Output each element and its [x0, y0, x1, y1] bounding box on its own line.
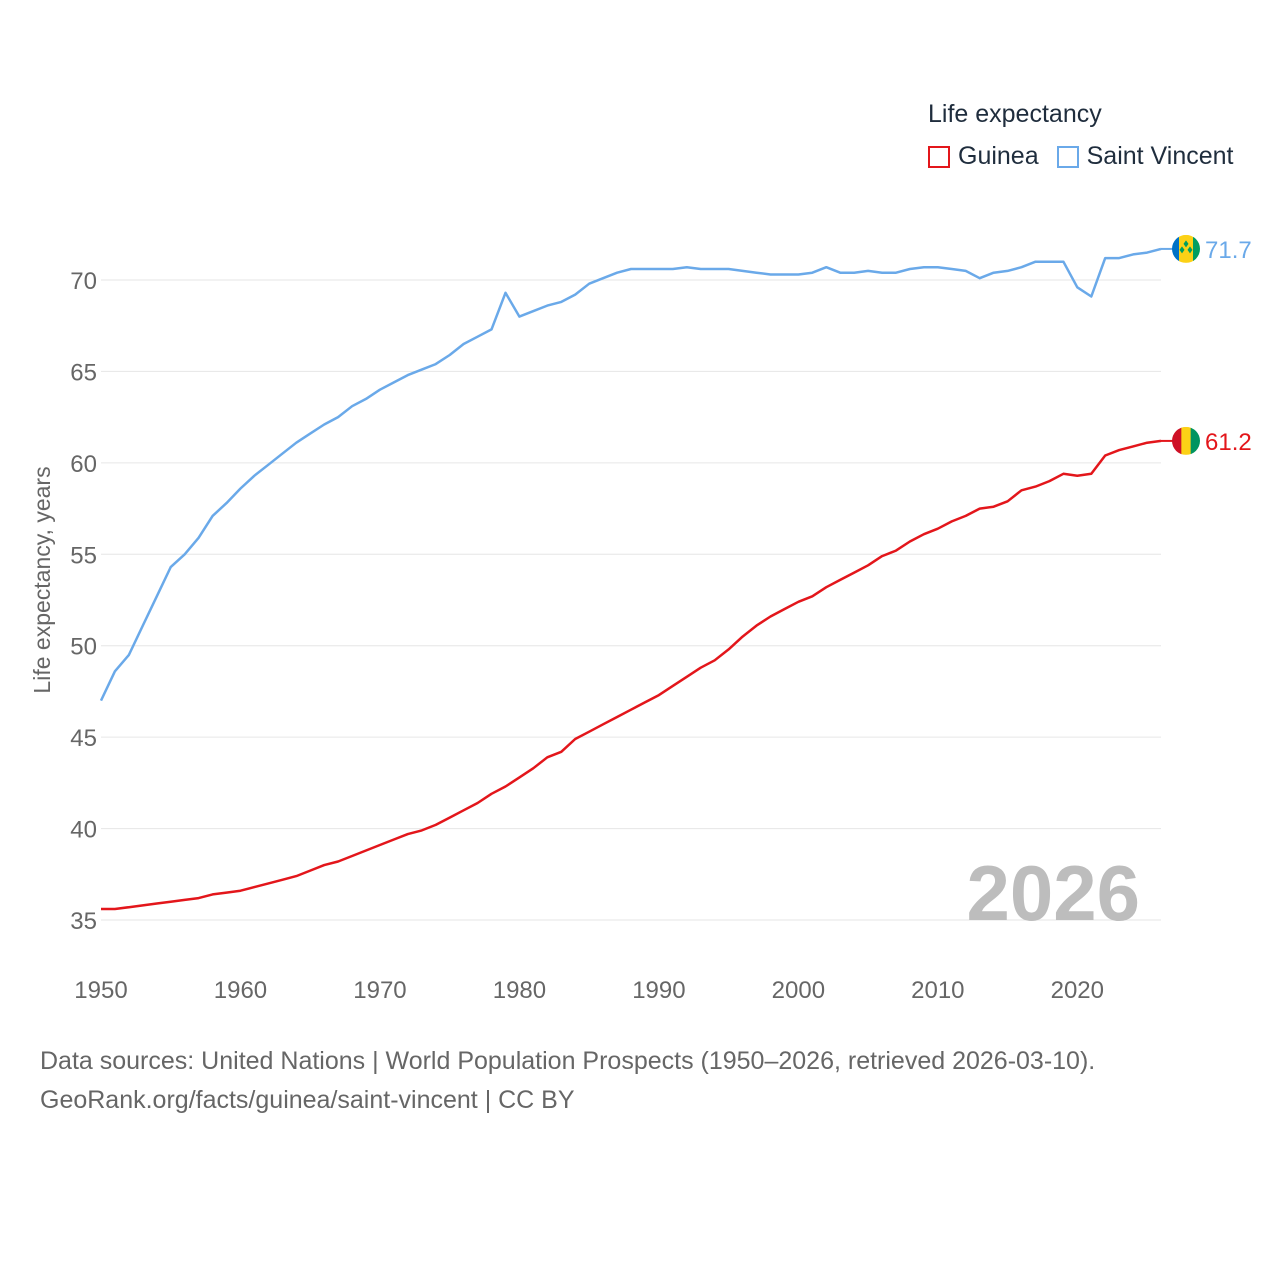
- y-tick-label-40: 40: [70, 817, 97, 844]
- series-line-saint-vincent: [99, 247, 1162, 702]
- footer-sources: Data sources: United Nations | World Pop…: [40, 1047, 1096, 1075]
- y-tick-label-70: 70: [70, 268, 97, 295]
- y-tick-label-65: 65: [70, 359, 97, 386]
- x-tick-label-1980: 1980: [493, 977, 546, 1004]
- x-tick-label-1950: 1950: [74, 977, 127, 1004]
- y-tick-label-55: 55: [70, 542, 97, 569]
- footer: Data sources: United Nations | World Pop…: [40, 1042, 1095, 1120]
- flag-icon-guinea: [1172, 426, 1200, 455]
- x-tick-label-2000: 2000: [772, 977, 825, 1004]
- x-tick-label-1970: 1970: [353, 977, 406, 1004]
- legend-title: Life expectancy: [928, 100, 1102, 128]
- end-label-saint-vincent: 71.7: [1205, 237, 1252, 264]
- legend-swatch-guinea: [928, 145, 950, 168]
- y-axis-label: Life expectancy, years: [29, 466, 55, 693]
- legend-swatch-saint-vincent: [1056, 145, 1079, 168]
- series-line-guinea: [101, 439, 1162, 911]
- y-tick-label-35: 35: [70, 908, 97, 935]
- y-tick-label-60: 60: [70, 451, 97, 478]
- legend-item-saint-vincent[interactable]: Saint Vincent: [1056, 142, 1234, 171]
- legend-label-guinea: Guinea: [958, 142, 1039, 170]
- legend-item-guinea[interactable]: Guinea: [928, 142, 1039, 171]
- y-tick-label-50: 50: [70, 634, 97, 661]
- life-expectancy-chart: 35 40 45 50 55 60 65 70 1950 1960 1970 1980 1990 2000…: [29, 234, 1252, 1004]
- legend-label-saint-vincent: Saint Vincent: [1086, 142, 1234, 170]
- x-tick-label-2020: 2020: [1051, 977, 1104, 1004]
- legend: Guinea Saint Vincent: [928, 142, 1252, 171]
- flag-icon-saint-vincent: [1172, 234, 1200, 263]
- end-label-guinea: 61.2: [1205, 429, 1252, 456]
- x-tick-label-2010: 2010: [911, 977, 964, 1004]
- year-watermark: 2026: [966, 849, 1140, 937]
- footer-link[interactable]: GeoRank.org/facts/guinea/saint-vincent |…: [40, 1086, 575, 1114]
- x-tick-label-1960: 1960: [214, 977, 267, 1004]
- y-tick-label-45: 45: [70, 725, 97, 752]
- x-tick-label-1990: 1990: [632, 977, 685, 1004]
